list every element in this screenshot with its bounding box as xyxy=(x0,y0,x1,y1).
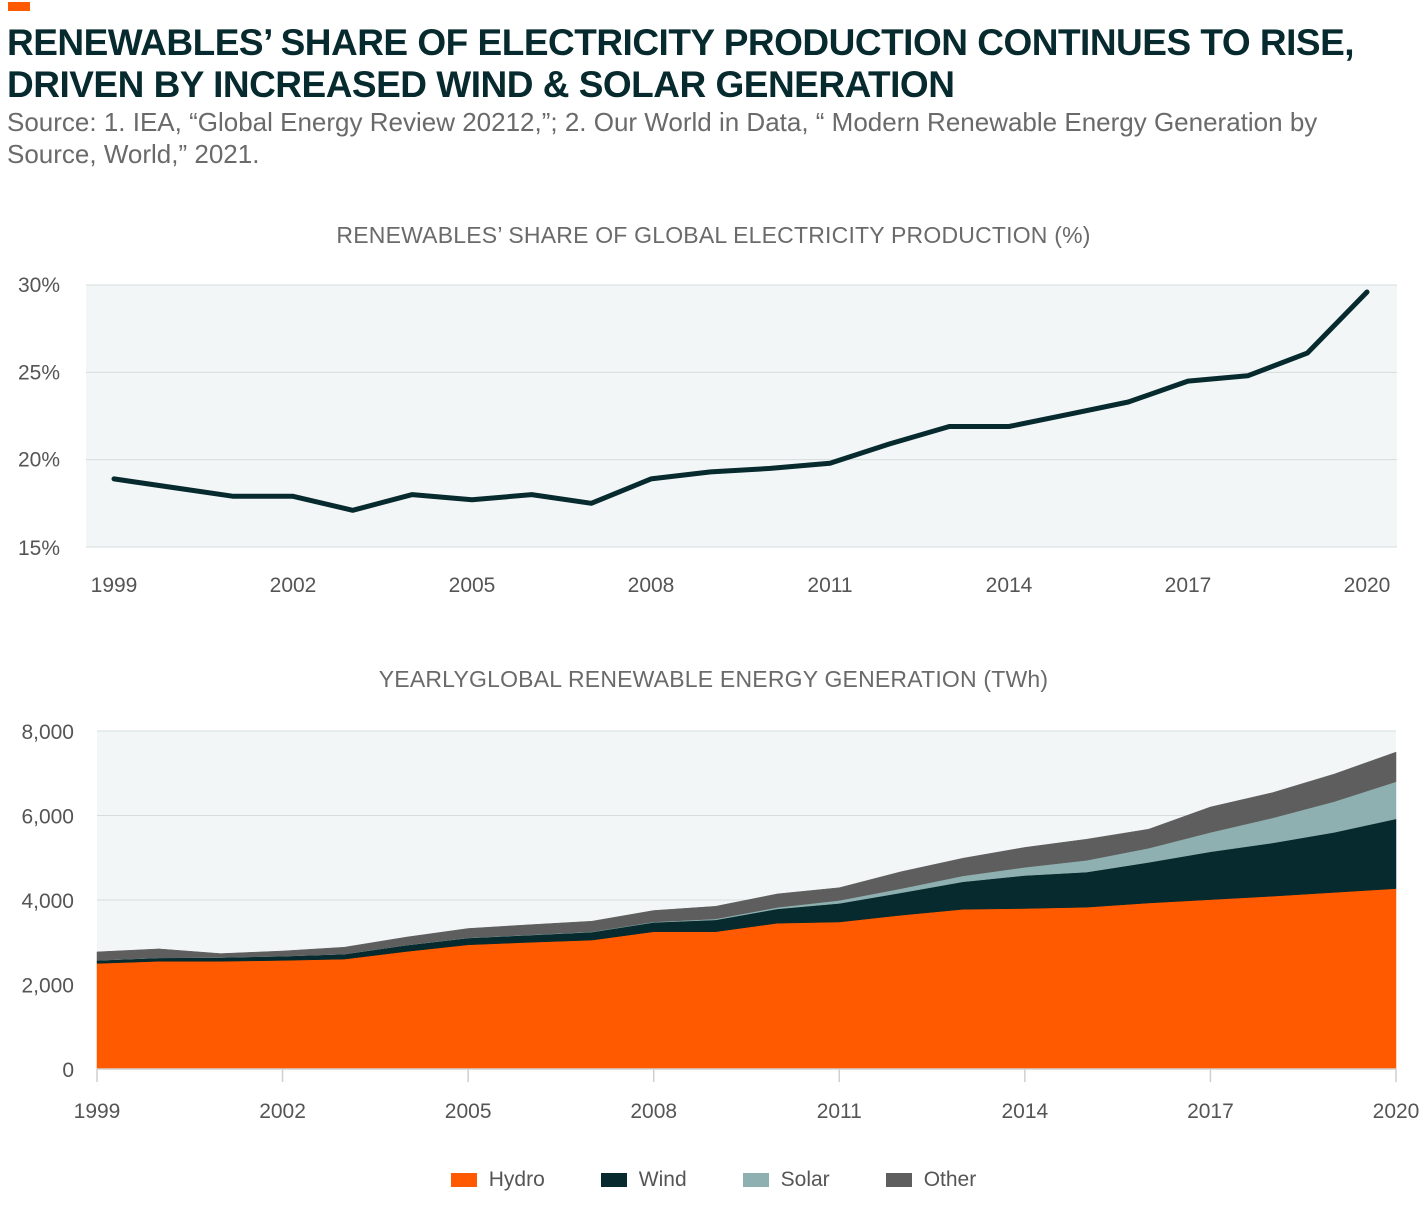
generation-x-tick-label: 2008 xyxy=(630,1100,677,1123)
legend-swatch xyxy=(885,1173,912,1187)
generation-x-tick-label: 2002 xyxy=(259,1100,306,1123)
share-y-tick-label: 20% xyxy=(18,449,60,472)
generation-x-tick-label: 2020 xyxy=(1373,1100,1420,1123)
page-title-line-2: DRIVEN BY INCREASED WIND & SOLAR GENERAT… xyxy=(7,64,955,105)
legend-label: Other xyxy=(923,1168,977,1191)
generation-chart-title: YEARLYGLOBAL RENEWABLE ENERGY GENERATION… xyxy=(378,666,1049,692)
generation-area-other xyxy=(96,751,1397,961)
legend-item-other: Other xyxy=(885,1168,977,1192)
page-title: RENEWABLES’ SHARE OF ELECTRICITY PRODUCT… xyxy=(7,22,1407,106)
legend-swatch xyxy=(600,1173,627,1187)
generation-area-chart: 0 2,000 4,000 6,000 8,000 1999 2002 2005 2008 201… xyxy=(21,721,1419,1123)
legend-label: Hydro xyxy=(488,1168,545,1191)
generation-y-tick-label: 6,000 xyxy=(21,806,74,829)
share-x-tick-label: 2002 xyxy=(270,574,317,597)
share-y-tick-label: 15% xyxy=(18,537,60,560)
share-x-tick-label: 1999 xyxy=(91,574,138,597)
share-y-tick-label: 30% xyxy=(18,274,60,297)
source-note-line-2: Source, World,” 2021. xyxy=(7,139,260,169)
generation-x-tick-label: 2017 xyxy=(1187,1100,1234,1123)
share-x-tick-label: 2008 xyxy=(628,574,675,597)
generation-y-tick-label: 2,000 xyxy=(21,975,74,998)
generation-x-tick-label: 1999 xyxy=(74,1100,121,1123)
share-x-tick-label: 2005 xyxy=(449,574,496,597)
legend-swatch xyxy=(742,1173,769,1187)
share-x-tick-label: 2017 xyxy=(1165,574,1212,597)
share-y-tick-label: 25% xyxy=(18,361,60,384)
share-chart-title: RENEWABLES’ SHARE OF GLOBAL ELECTRICITY … xyxy=(336,222,1091,248)
share-x-tick-label: 2020 xyxy=(1344,574,1391,597)
legend-item-wind: Wind xyxy=(600,1168,687,1192)
legend-item-hydro: Hydro xyxy=(450,1168,545,1192)
generation-y-tick-label: 8,000 xyxy=(21,721,74,744)
generation-y-tick-label: 0 xyxy=(62,1059,74,1082)
share-line-chart: 15% 20% 25% 30% 1999 2002 2005 2008 2011 2014 2017… xyxy=(18,274,1397,597)
page-title-line-1: RENEWABLES’ SHARE OF ELECTRICITY PRODUCT… xyxy=(7,22,1355,63)
generation-x-tick-label: 2005 xyxy=(445,1100,492,1123)
share-series-line xyxy=(111,289,1370,513)
share-x-tick-label: 2011 xyxy=(807,574,852,597)
legend-label: Solar xyxy=(780,1168,830,1191)
generation-y-tick-label: 4,000 xyxy=(21,890,74,913)
generation-x-tick-label: 2014 xyxy=(1001,1100,1048,1123)
generation-legend: Hydro Wind Solar Other xyxy=(0,1168,1427,1192)
source-note-line-1: Source: 1. IEA, “Global Energy Review 20… xyxy=(7,107,1318,137)
share-plot-area xyxy=(86,285,1397,547)
accent-bar xyxy=(8,2,30,11)
legend-swatch xyxy=(450,1173,477,1187)
legend-item-solar: Solar xyxy=(742,1168,830,1192)
generation-x-tick-label: 2011 xyxy=(817,1100,862,1123)
share-x-tick-label: 2014 xyxy=(986,574,1033,597)
legend-label: Wind xyxy=(638,1168,687,1191)
source-note: Source: 1. IEA, “Global Energy Review 20… xyxy=(7,106,1407,170)
